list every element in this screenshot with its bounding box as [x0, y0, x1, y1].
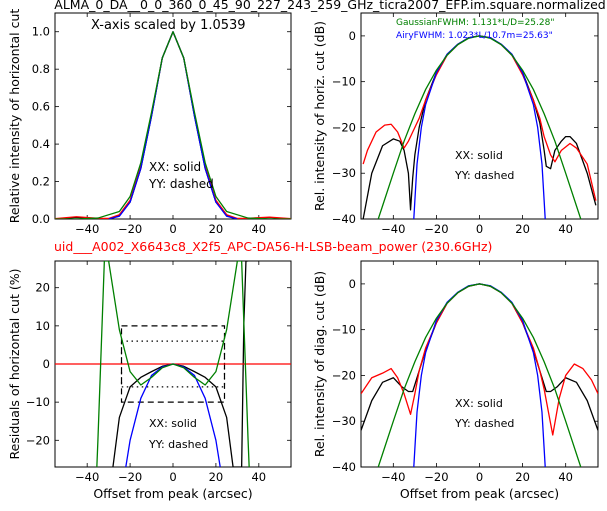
- y-tick-label: 1.0: [32, 25, 50, 39]
- axes-frame: [360, 12, 599, 220]
- y-tick-label: −20: [332, 368, 356, 382]
- y-tick-label: 0.4: [32, 137, 50, 151]
- y-tick-label: 0: [349, 29, 356, 43]
- x-tick-label: −20: [424, 470, 448, 484]
- annotation: YY: dashed: [454, 417, 514, 430]
- y-tick-label: −20: [26, 433, 50, 447]
- y-tick-label: −30: [332, 414, 356, 428]
- y-tick-label: 20: [35, 281, 50, 295]
- x-tick-label: −40: [75, 222, 99, 236]
- figure-title: ALMA_0_DA__0_0_360_0_45_90_227_243_259_G…: [54, 0, 605, 12]
- x-tick-label: −40: [381, 470, 405, 484]
- legend-entry: GaussianFWHM: 1.131*L/D=25.28": [396, 18, 554, 28]
- x-axis-label: Offset from peak (arcsec): [93, 486, 252, 501]
- series-line-2: [125, 363, 221, 467]
- x-axis-label: Offset from peak (arcsec): [400, 486, 559, 501]
- series-line-3: [96, 261, 250, 467]
- x-tick-label: −20: [118, 222, 142, 236]
- x-tick-label: 20: [515, 222, 530, 236]
- annotation: YY: dashed: [148, 438, 208, 451]
- y-tick-label: 0.6: [32, 100, 50, 114]
- panel-top-right: −40 −20 0 20 40 0 −10 −20 −30 −40 XX: solid YY: das…: [312, 12, 599, 236]
- x-tick-label: −40: [75, 470, 99, 484]
- series-group: [55, 261, 291, 467]
- axes-frame: [360, 260, 599, 468]
- y-tick-label: 10: [35, 319, 50, 333]
- series-line-3: [377, 283, 582, 467]
- x-tick-label: 20: [209, 222, 224, 236]
- x-tick-label: −20: [118, 470, 142, 484]
- x-tick-label: 0: [169, 470, 176, 484]
- series-group: [55, 31, 291, 219]
- series-line-3: [55, 31, 291, 219]
- y-axis-label: Rel. intensity of horiz. cut (dB): [312, 21, 327, 211]
- series-line-0: [362, 35, 597, 219]
- y-tick-label: 0.0: [32, 212, 50, 226]
- annotation: YY: dashed: [454, 169, 514, 182]
- series-group: [361, 283, 598, 467]
- y-tick-label: −10: [332, 75, 356, 89]
- annotation: YY: dashed: [148, 177, 214, 191]
- legend-entry: AiryFWHM: 1.023*L/10.7m=25.63": [396, 31, 553, 41]
- annotation: X-axis scaled by 1.0539: [91, 18, 246, 33]
- x-tick-label: −40: [381, 222, 405, 236]
- panel-bottom-right: −40 −20 0 20 40 0 −10 −20 −30 −40 XX: solid YY: das…: [312, 260, 599, 501]
- x-tick-label: 40: [251, 222, 266, 236]
- y-tick-label: 0.2: [32, 175, 50, 189]
- y-tick-label: −20: [332, 120, 356, 134]
- annotation: XX: solid: [149, 417, 197, 430]
- y-tick-label: 0.8: [32, 62, 50, 76]
- y-axis-label: Relative intensity of horizontal cut: [7, 9, 22, 224]
- x-tick-label: 40: [558, 470, 573, 484]
- y-tick-label: 0: [349, 277, 356, 291]
- x-tick-label: 20: [209, 470, 224, 484]
- x-tick-label: 40: [251, 470, 266, 484]
- annotation: XX: solid: [455, 149, 503, 162]
- y-tick-label: −10: [26, 395, 50, 409]
- annotation: XX: solid: [149, 160, 201, 174]
- y-tick-label: −10: [332, 323, 356, 337]
- y-axis-label: Rel. intensity of diag. cut (dB): [312, 271, 327, 457]
- x-tick-label: 0: [476, 222, 483, 236]
- x-tick-label: 0: [476, 470, 483, 484]
- figure-subtitle: uid___A002_X6643c8_X2f5_APC-DA56-H-LSB-b…: [54, 239, 492, 254]
- series-line-2: [413, 35, 546, 219]
- y-tick-label: −30: [332, 166, 356, 180]
- x-tick-label: 40: [558, 222, 573, 236]
- x-tick-label: 0: [169, 222, 176, 236]
- y-tick-label: −40: [332, 212, 356, 226]
- series-group: [362, 35, 597, 219]
- panel-bottom-left: −40 −20 0 20 40 20 10 0 −10 −20 XX: solid YY: dashe…: [7, 260, 292, 501]
- y-tick-label: 0: [43, 357, 50, 371]
- y-axis-label: Residuals of horizontal cut (%): [7, 269, 22, 460]
- y-tick-label: −40: [332, 460, 356, 474]
- x-tick-label: −20: [424, 222, 448, 236]
- panel-top-left: −40 −20 0 20 40 0.0 0.2 0.4 0.6 0.8 1.0 X-axis scal…: [7, 9, 292, 236]
- series-line-2: [413, 283, 546, 467]
- x-tick-label: 20: [515, 470, 530, 484]
- series-line-3: [377, 35, 582, 219]
- annotation: XX: solid: [455, 397, 503, 410]
